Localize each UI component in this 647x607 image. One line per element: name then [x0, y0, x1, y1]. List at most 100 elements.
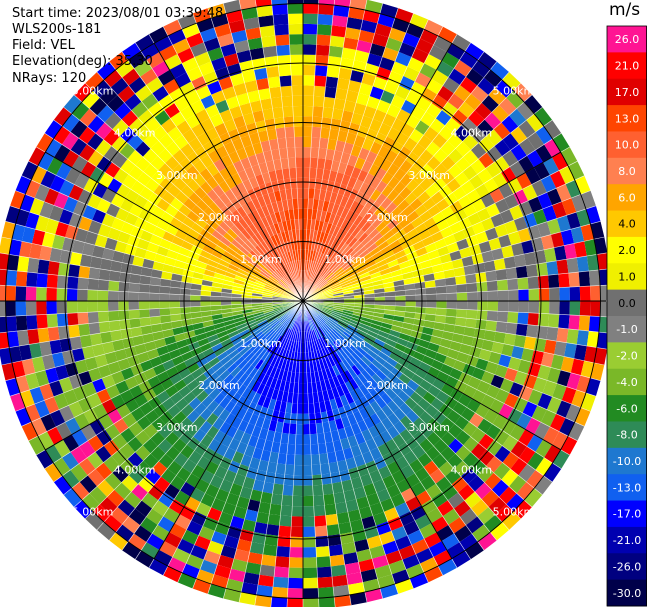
- velocity-gate: [419, 210, 433, 223]
- velocity-gate: [51, 352, 65, 368]
- velocity-gate: [181, 57, 199, 73]
- velocity-gate: [261, 363, 271, 375]
- velocity-gate: [369, 246, 381, 257]
- velocity-gate: [104, 112, 122, 130]
- ray-separator: [0, 300, 304, 334]
- velocity-gate: [160, 378, 174, 391]
- velocity-gate: [488, 237, 502, 251]
- velocity-gate: [518, 301, 529, 313]
- velocity-gate: [381, 322, 393, 330]
- velocity-gate: [236, 384, 248, 396]
- velocity-gate: [269, 319, 280, 327]
- colorbar-swatch: [607, 131, 647, 159]
- velocity-gate: [303, 598, 320, 607]
- velocity-gate: [280, 231, 288, 243]
- velocity-gate: [318, 231, 326, 243]
- velocity-gate: [135, 34, 155, 52]
- velocity-gate: [288, 433, 296, 445]
- velocity-gate: [430, 397, 445, 411]
- velocity-gate: [568, 315, 580, 330]
- velocity-gate: [568, 161, 585, 180]
- velocity-gate: [320, 179, 329, 191]
- velocity-gate: [396, 255, 409, 265]
- velocity-gate: [364, 588, 383, 603]
- velocity-gate: [289, 308, 297, 317]
- velocity-gate: [334, 193, 344, 206]
- velocity-gate: [546, 396, 562, 414]
- velocity-gate: [303, 85, 315, 96]
- velocity-gate: [274, 211, 282, 223]
- velocity-gate: [369, 201, 381, 214]
- velocity-gate: [318, 586, 335, 599]
- velocity-gate: [497, 290, 509, 301]
- velocity-gate: [394, 85, 411, 100]
- velocity-gate: [206, 425, 220, 439]
- velocity-gate: [405, 90, 422, 106]
- velocity-gate: [509, 205, 524, 221]
- velocity-gate: [236, 249, 248, 259]
- velocity-gate: [262, 305, 273, 310]
- velocity-gate: [419, 149, 434, 164]
- velocity-gate: [388, 559, 406, 575]
- velocity-gate: [270, 355, 278, 367]
- velocity-gate: [217, 33, 234, 48]
- velocity-gate: [222, 502, 237, 516]
- velocity-gate: [21, 226, 36, 244]
- velocity-gate: [447, 453, 463, 469]
- velocity-gate: [286, 318, 293, 328]
- velocity-gate: [419, 379, 433, 392]
- velocity-gate: [378, 330, 390, 339]
- velocity-gate: [286, 443, 296, 455]
- velocity-gate: [290, 330, 295, 341]
- velocity-gate: [340, 315, 351, 322]
- velocity-gate: [229, 333, 241, 343]
- velocity-gate: [495, 504, 514, 523]
- velocity-gate: [315, 276, 323, 285]
- ray-separator: [44, 133, 304, 302]
- velocity-gate: [588, 316, 601, 333]
- velocity-gate: [364, 525, 380, 539]
- velocity-gate: [165, 156, 180, 171]
- velocity-gate: [63, 389, 78, 406]
- velocity-gate: [325, 334, 334, 345]
- velocity-gate: [315, 168, 324, 180]
- velocity-gate: [220, 338, 232, 348]
- velocity-gate: [340, 437, 351, 450]
- velocity-gate: [369, 412, 382, 426]
- velocity-gate: [88, 220, 102, 235]
- velocity-gate: [71, 101, 90, 121]
- velocity-gate: [296, 424, 303, 435]
- velocity-gate: [220, 296, 232, 301]
- range-ring-label: 5.00km: [493, 85, 535, 98]
- velocity-gate: [415, 38, 434, 54]
- velocity-gate: [515, 323, 528, 337]
- velocity-gate: [507, 311, 519, 324]
- velocity-gate: [109, 320, 121, 332]
- colorbar-swatch: [607, 368, 647, 396]
- velocity-gate: [199, 342, 212, 353]
- velocity-gate: [78, 457, 96, 476]
- velocity-gate: [483, 260, 496, 273]
- velocity-gate: [35, 215, 50, 232]
- velocity-gate: [524, 94, 543, 114]
- velocity-gate: [255, 280, 266, 287]
- velocity-gate: [241, 582, 258, 596]
- velocity-gate: [278, 147, 288, 159]
- velocity-gate: [454, 525, 472, 543]
- velocity-gate: [245, 562, 262, 575]
- velocity-gate: [236, 206, 248, 218]
- velocity-gate: [414, 367, 428, 380]
- velocity-gate: [285, 137, 295, 148]
- velocity-gate: [294, 260, 299, 271]
- velocity-gate: [282, 106, 294, 118]
- velocity-gate: [590, 362, 605, 381]
- velocity-gate: [272, 296, 283, 299]
- velocity-gate: [260, 240, 270, 252]
- velocity-gate: [223, 217, 235, 229]
- velocity-gate: [321, 288, 332, 294]
- velocity-gate: [467, 301, 478, 311]
- velocity-gate: [290, 64, 303, 76]
- velocity-gate: [303, 23, 318, 35]
- velocity-gate: [451, 34, 471, 52]
- velocity-gate: [193, 239, 206, 250]
